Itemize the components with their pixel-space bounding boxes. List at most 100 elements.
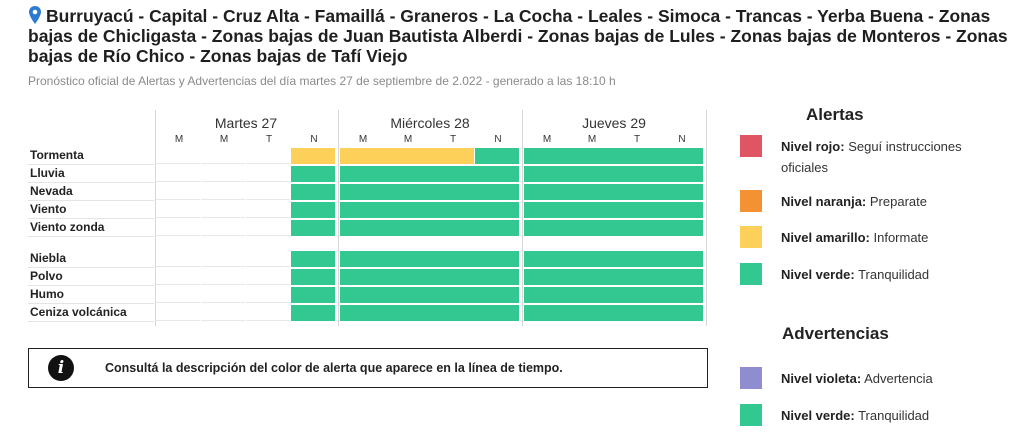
period-header: N [494,134,502,145]
timeline-cell-green [291,166,335,182]
timeline-cell-none [201,148,245,164]
timeline-cell-none [156,305,200,321]
timeline-cell-green [385,269,430,285]
timeline-cell-green [475,202,519,218]
period-header: N [678,134,686,145]
legend-text: Nivel verde: Tranquilidad [781,264,1011,285]
grid-separator [155,110,156,326]
timeline-cell-green [614,269,659,285]
timeline-cell-green [291,251,335,267]
forecast-timeline-grid: Martes 27 M M T N Miércoles 28 M M T N Jueves 29 M M… [28,110,710,326]
timeline-cell-none [156,202,200,218]
timeline-cell-green [291,305,335,321]
timeline-cell-none [201,305,245,321]
timeline-cell-none [246,220,290,236]
timeline-cell-green [569,184,614,200]
timeline-cell-none [156,251,200,267]
grid-separator [338,110,339,326]
timeline-cell-green [659,287,703,303]
forecast-subtitle: Pronóstico oficial de Alertas y Adverten… [28,74,616,88]
timeline-cell-green [430,202,475,218]
legend-level: Nivel violeta: [781,371,862,386]
timeline-cell-none [156,166,200,182]
legend-text: Nivel verde: Tranquilidad [781,405,1011,426]
legend-desc: Informate [869,230,929,245]
timeline-cell-green [524,251,569,267]
timeline-cell-none [156,287,200,303]
row-divider [28,164,154,165]
phenomenon-label: Tormenta [30,148,84,162]
row-divider [28,285,154,286]
period-header: M [403,134,413,145]
timeline-cell-green [430,251,475,267]
phenomenon-label: Niebla [30,251,67,265]
legend-desc: Seguí instrucciones oficiales [781,139,962,175]
timeline-cell-green [475,269,519,285]
day-header: Miércoles 28 [390,115,470,131]
info-box: i Consultá la descripción del color de a… [28,348,708,388]
timeline-cell-green [659,184,703,200]
timeline-cell-green [659,166,703,182]
timeline-cell-green [475,251,519,267]
timeline-cell-green [291,202,335,218]
timeline-cell-green [614,287,659,303]
timeline-cell-green [524,287,569,303]
period-header: M [174,134,184,145]
legend-swatch [740,135,762,157]
phenomenon-label: Viento zonda [30,220,105,234]
legend-level: Nivel rojo: [781,139,845,154]
row-divider [28,321,154,322]
timeline-cell-green [569,166,614,182]
timeline-cell-green [430,269,475,285]
row-divider [28,303,154,304]
timeline-cell-yellow [291,148,335,164]
timeline-cell-green [524,184,569,200]
row-divider [28,267,154,268]
timeline-cell-green [385,251,430,267]
timeline-cell-green [569,251,614,267]
period-header: T [633,134,641,145]
timeline-cell-none [246,166,290,182]
timeline-cell-green [475,148,519,164]
timeline-cell-green [659,148,703,164]
legend-level: Nivel verde: [781,267,855,282]
timeline-cell-green [291,184,335,200]
timeline-cell-green [659,220,703,236]
timeline-cell-green [569,220,614,236]
period-header: M [542,134,552,145]
timeline-cell-green [430,166,475,182]
timeline-cell-green [569,287,614,303]
timeline-cell-green [569,305,614,321]
timeline-cell-none [156,220,200,236]
legend-desc: Advertencia [861,371,933,386]
timeline-cell-green [614,148,659,164]
phenomenon-label: Ceniza volcánica [30,305,127,319]
legend-level: Nivel amarillo: [781,230,870,245]
timeline-cell-green [430,184,475,200]
timeline-cell-none [201,269,245,285]
legend-text: Nivel violeta: Advertencia [781,368,1011,389]
period-header: T [265,134,273,145]
timeline-cell-yellow [385,148,430,164]
legend-swatch [740,367,762,389]
period-header: M [587,134,597,145]
timeline-cell-none [246,251,290,267]
timeline-cell-none [246,287,290,303]
grid-separator [522,110,523,326]
timeline-cell-green [659,305,703,321]
timeline-cell-green [569,202,614,218]
row-divider [28,200,154,201]
legend-swatch [740,263,762,285]
timeline-cell-none [201,202,245,218]
timeline-cell-none [156,269,200,285]
timeline-cell-none [201,287,245,303]
legend-desc: Tranquilidad [854,267,930,282]
timeline-cell-green [291,220,335,236]
timeline-cell-green [430,305,475,321]
timeline-cell-yellow [430,148,474,164]
timeline-cell-green [659,251,703,267]
legend-desc: Preparate [866,194,927,209]
timeline-cell-none [156,148,200,164]
timeline-cell-none [156,184,200,200]
timeline-cell-none [201,220,245,236]
